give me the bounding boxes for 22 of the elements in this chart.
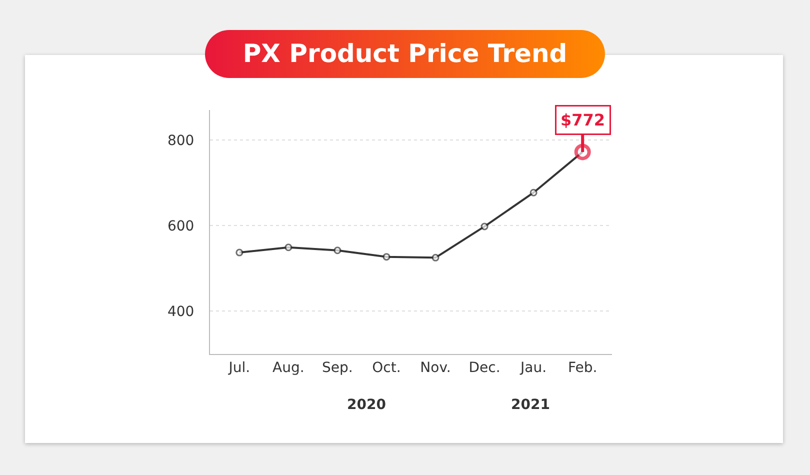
y-tick-label: 600: [167, 218, 194, 234]
point: [432, 254, 440, 262]
point: [480, 222, 488, 230]
x-tick-label: Nov.: [420, 360, 451, 376]
x-tick-label: Aug.: [272, 360, 304, 376]
point: [284, 244, 292, 252]
x-tick-label: Jul.: [228, 360, 250, 376]
x-tick-label: Dec.: [468, 360, 500, 376]
data-label: $772: [560, 110, 606, 130]
x-tick-label: Oct.: [372, 360, 401, 376]
x-tick-label: Jau.: [520, 360, 547, 376]
chart-title: PX Product Price Trend: [205, 30, 605, 78]
x-tick-label: Sep.: [322, 360, 353, 376]
y-tick-label: 400: [167, 304, 194, 320]
point: [334, 246, 342, 254]
point: [382, 253, 390, 261]
point: [530, 188, 538, 196]
point: [236, 248, 244, 256]
text: 2020: [347, 397, 386, 413]
text: 2021: [511, 397, 550, 413]
x-tick-label: Feb.: [568, 360, 598, 376]
y-tick-label: 800: [167, 132, 194, 149]
